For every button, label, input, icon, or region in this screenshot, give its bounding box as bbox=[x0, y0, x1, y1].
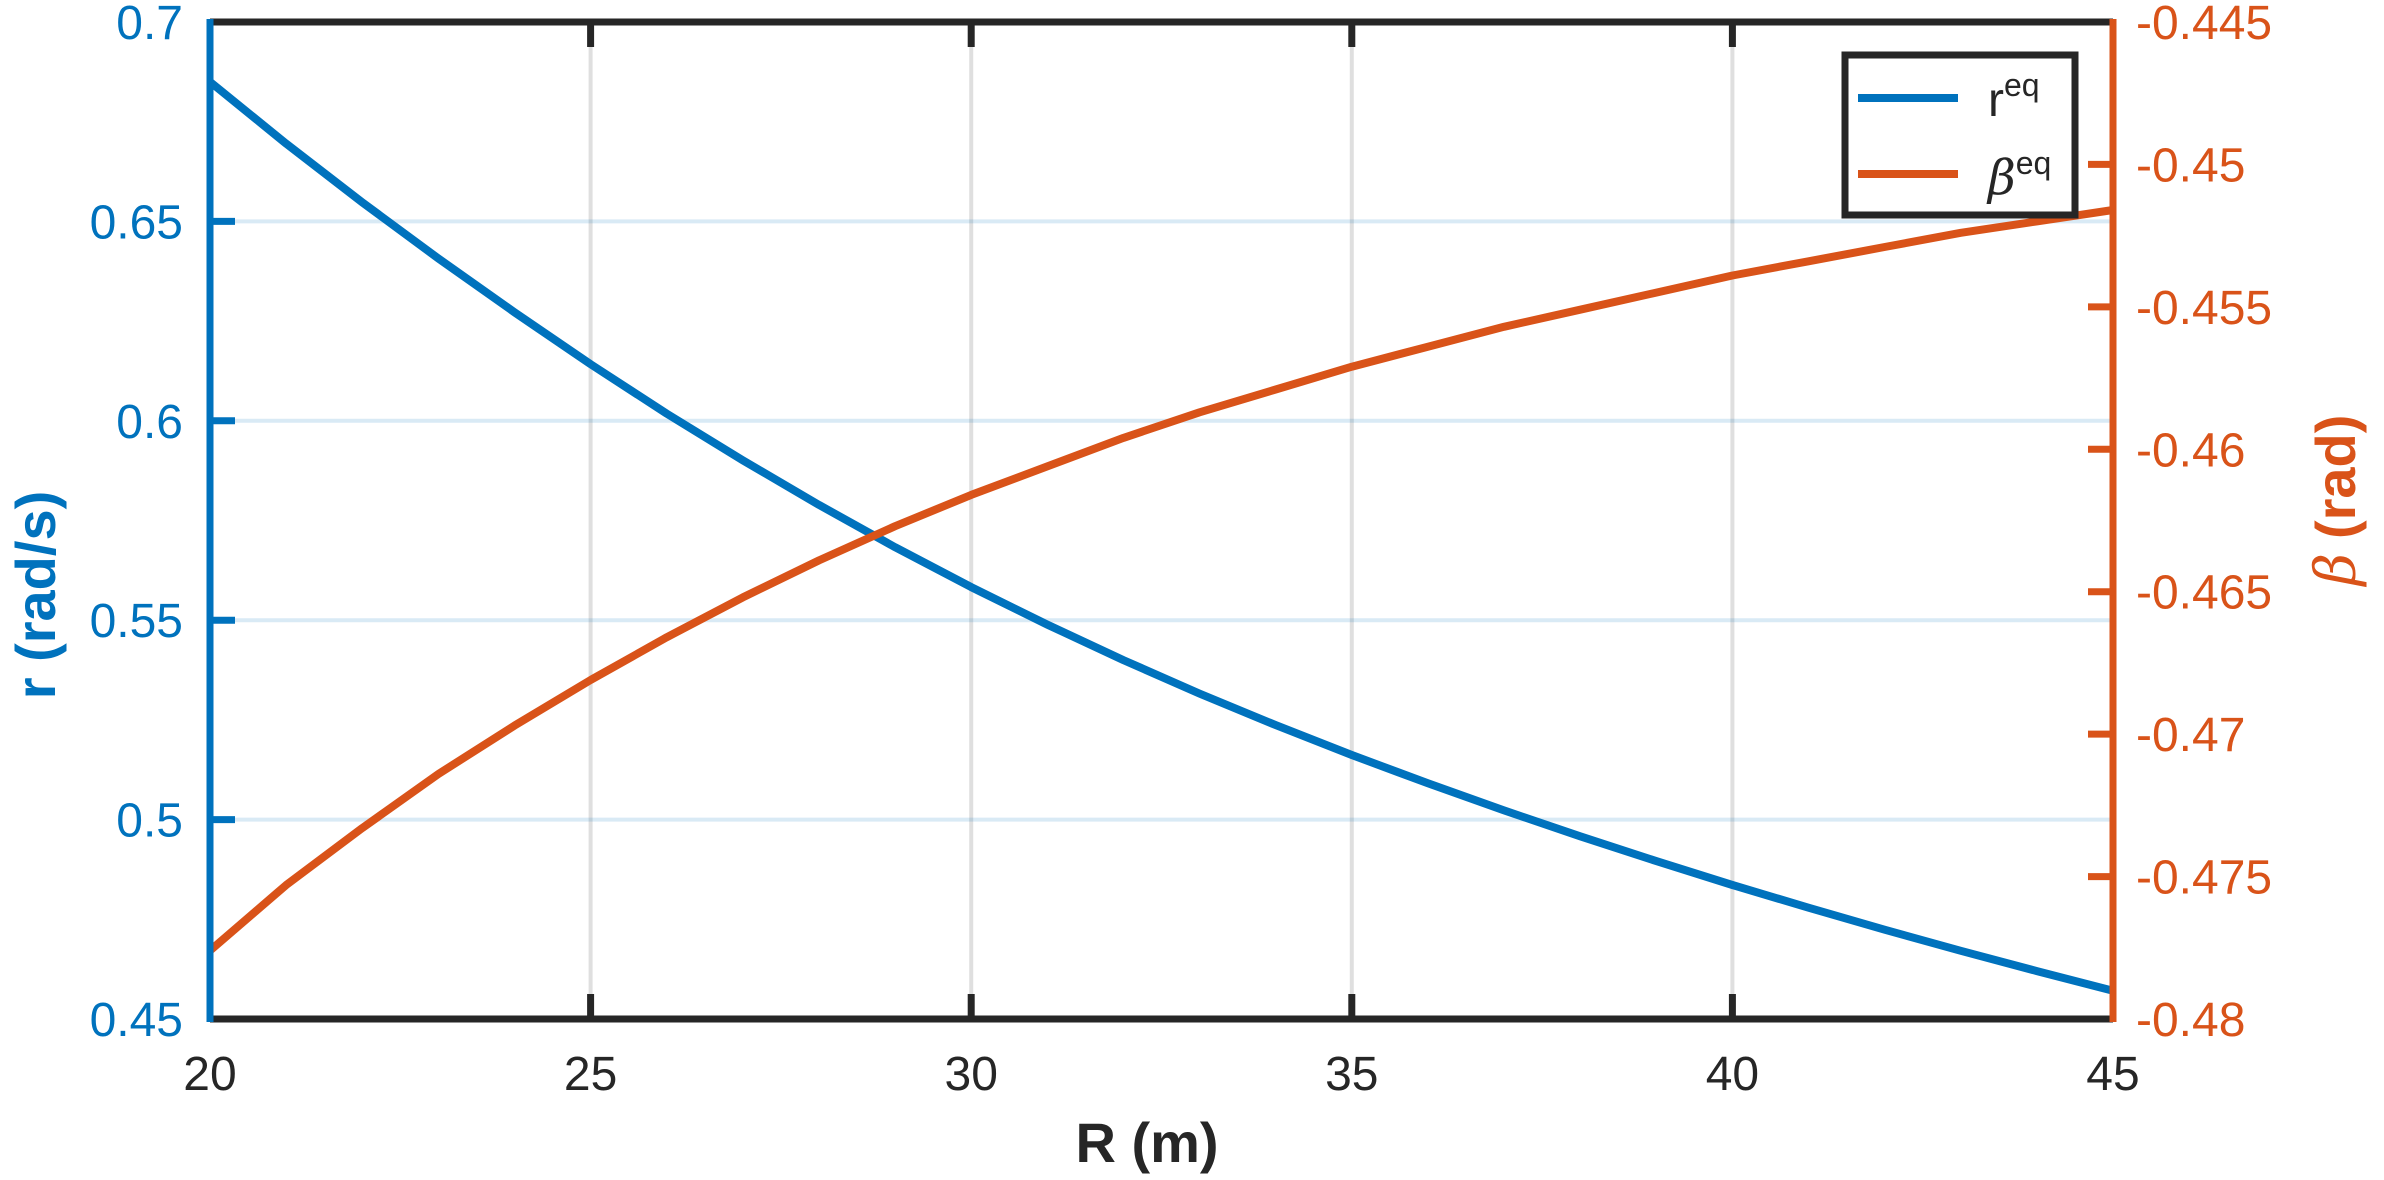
legend-label-beta-sup: eq bbox=[2016, 145, 2052, 181]
ticks-layer: 20 25 30 35 40 45 0.45 0.5 0.55 0.6 0.65 0.7 -0.48 -0… bbox=[90, 0, 2273, 1101]
y-left-tick-label: 0.6 bbox=[116, 396, 183, 449]
y-right-tick-label: -0.455 bbox=[2136, 282, 2272, 335]
y-right-tick-label: -0.475 bbox=[2136, 852, 2272, 905]
x-tick-label: 25 bbox=[564, 1048, 617, 1101]
legend-label-beta-main: β bbox=[1986, 150, 2016, 206]
axes-layer bbox=[206, 18, 2117, 1023]
legend-label-r-sup: eq bbox=[2004, 67, 2040, 103]
y-right-tick-label: -0.46 bbox=[2136, 424, 2245, 477]
series-line-r bbox=[207, 78, 2114, 995]
grid-layer bbox=[210, 22, 2113, 1019]
series-line-beta bbox=[207, 206, 2114, 954]
x-tick-label: 35 bbox=[1325, 1048, 1378, 1101]
x-tick-label: 45 bbox=[2086, 1048, 2139, 1101]
y-left-tick-label: 0.65 bbox=[90, 196, 183, 249]
x-axis-title: R (m) bbox=[1075, 1111, 1218, 1174]
series-layer bbox=[207, 78, 2114, 995]
legend-label-beta: βeq bbox=[1986, 145, 2051, 206]
legend: req βeq bbox=[1841, 51, 2079, 219]
y-right-axis-unit: (rad) bbox=[2304, 415, 2367, 539]
y-left-tick-label: 0.7 bbox=[116, 0, 183, 50]
y-right-tick-label: -0.445 bbox=[2136, 0, 2272, 50]
y-left-tick-label: 0.5 bbox=[116, 795, 183, 848]
y-right-axis-title: β (rad) bbox=[2304, 415, 2369, 588]
x-tick-label: 40 bbox=[1706, 1048, 1759, 1101]
legend-label-r-main: r bbox=[1988, 74, 2004, 127]
legend-label-r: req bbox=[1988, 67, 2040, 127]
y-right-axis-symbol: β bbox=[2304, 553, 2369, 587]
y-right-tick-label: -0.45 bbox=[2136, 139, 2245, 192]
x-tick-label: 20 bbox=[183, 1048, 236, 1101]
y-right-tick-label: -0.48 bbox=[2136, 994, 2245, 1047]
y-right-tick-label: -0.465 bbox=[2136, 567, 2272, 620]
y-left-tick-label: 0.45 bbox=[90, 994, 183, 1047]
y-right-tick-label: -0.47 bbox=[2136, 709, 2245, 762]
y-left-tick-label: 0.55 bbox=[90, 595, 183, 648]
y-left-axis-title: r (rad/s) bbox=[4, 491, 67, 700]
legend-box bbox=[1841, 51, 2079, 219]
x-tick-label: 30 bbox=[945, 1048, 998, 1101]
